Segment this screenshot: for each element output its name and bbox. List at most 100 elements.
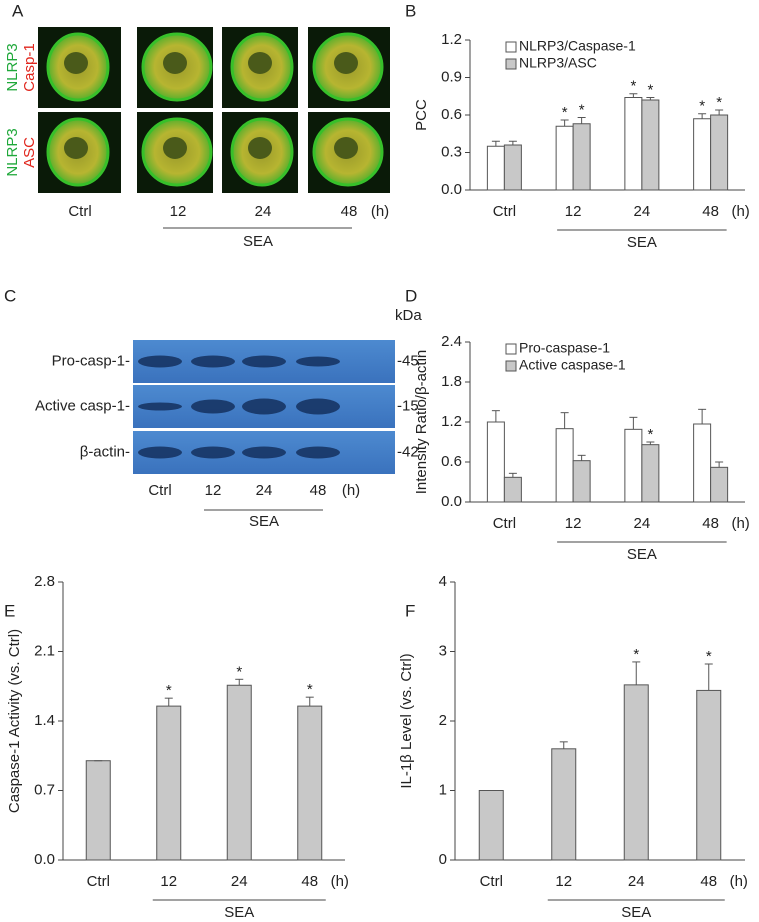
unit-label: (h) [731,515,749,532]
significance-marker: * [716,94,722,111]
band [296,398,340,415]
y-tick-label: 1 [439,781,447,798]
x-tick-label: 12 [555,873,572,890]
x-tick-label: 48 [301,873,318,890]
bar [641,99,660,191]
panel-letter: C [4,286,16,305]
x-tick-label: Ctrl [480,873,503,890]
bar [624,428,643,503]
y-tick-label: 4 [439,573,447,590]
legend-label: NLRP3/ASC [519,55,597,71]
unit-label: (h) [342,482,360,499]
row-label: β-actin- [80,443,130,460]
significance-marker: * [579,101,585,118]
bar [710,466,729,503]
x-tick-label: Ctrl [493,203,516,220]
x-tick-label: 48 [700,873,717,890]
nucleus [64,137,88,159]
significance-marker: * [236,663,242,680]
x-tick-label: 48 [341,203,358,220]
bar [693,423,712,503]
panel-letter: E [4,601,15,620]
band [242,355,286,368]
bar [555,428,574,503]
nucleus [64,52,88,74]
unit-label: (h) [731,203,749,220]
band [191,355,235,368]
nucleus [248,52,272,74]
x-tick-label: Ctrl [493,515,516,532]
legend-label: Active caspase-1 [519,357,626,373]
group-label: SEA [627,546,657,563]
panel-letter: D [405,286,417,305]
bar [478,790,504,861]
bar [710,114,729,191]
y-tick-label: 2 [439,712,447,729]
significance-marker: * [307,681,313,698]
nucleus [248,137,272,159]
significance-marker: * [699,98,705,115]
bar [696,689,722,861]
bar [551,748,577,861]
x-tick-label: 48 [702,515,719,532]
bar [693,118,712,191]
size-label: -45 [397,352,419,369]
x-tick-label: 12 [565,515,582,532]
band [242,446,286,459]
significance-marker: * [647,81,653,98]
size-unit: kDa [395,307,422,324]
y-tick-label: 0.0 [441,493,462,510]
x-tick-label: 24 [231,873,248,890]
x-tick-label: Ctrl [68,203,91,220]
x-tick-label: 12 [565,203,582,220]
significance-marker: * [633,646,639,663]
x-tick-label: 24 [256,482,273,499]
panel-letter: B [405,1,416,20]
nucleus [163,52,187,74]
row-label: Casp-1 [21,43,38,91]
significance-marker: * [706,648,712,665]
bar [624,97,643,191]
bar [623,684,649,861]
y-tick-label: 2.8 [34,573,55,590]
y-tick-label: 1.2 [441,413,462,430]
bar [226,684,252,861]
y-tick-label: 2.1 [34,642,55,659]
band [138,355,182,368]
bar [503,476,522,503]
y-axis-label: PCC [413,99,430,131]
unit-label: (h) [730,873,748,890]
x-tick-label: 24 [634,203,651,220]
legend-swatch [505,58,517,70]
x-tick-label: 12 [160,873,177,890]
legend-swatch [505,360,517,372]
nucleus [334,52,358,74]
y-tick-label: 0.0 [441,181,462,198]
significance-marker: * [630,78,636,95]
x-tick-label: Ctrl [87,873,110,890]
band [138,402,182,411]
row-label: ASC [21,137,38,168]
y-tick-label: 0.3 [441,143,462,160]
panel-letter: F [405,601,415,620]
significance-marker: * [562,104,568,121]
size-label: -42 [397,443,419,460]
y-tick-label: 0.6 [441,453,462,470]
row-label: NLRP3 [4,128,21,176]
y-tick-label: 0.7 [34,781,55,798]
row-label: NLRP3 [4,43,21,91]
x-tick-label: Ctrl [148,482,171,499]
bar [555,125,574,191]
bar [572,460,591,503]
y-tick-label: 3 [439,642,447,659]
x-tick-label: 24 [634,515,651,532]
panel-letter: A [12,1,24,20]
bar [486,421,505,503]
x-tick-label: 12 [205,482,222,499]
bar [641,444,660,503]
legend-swatch [505,343,517,355]
group-label: SEA [249,513,279,530]
bar [572,123,591,191]
y-tick-label: 0 [439,851,447,868]
